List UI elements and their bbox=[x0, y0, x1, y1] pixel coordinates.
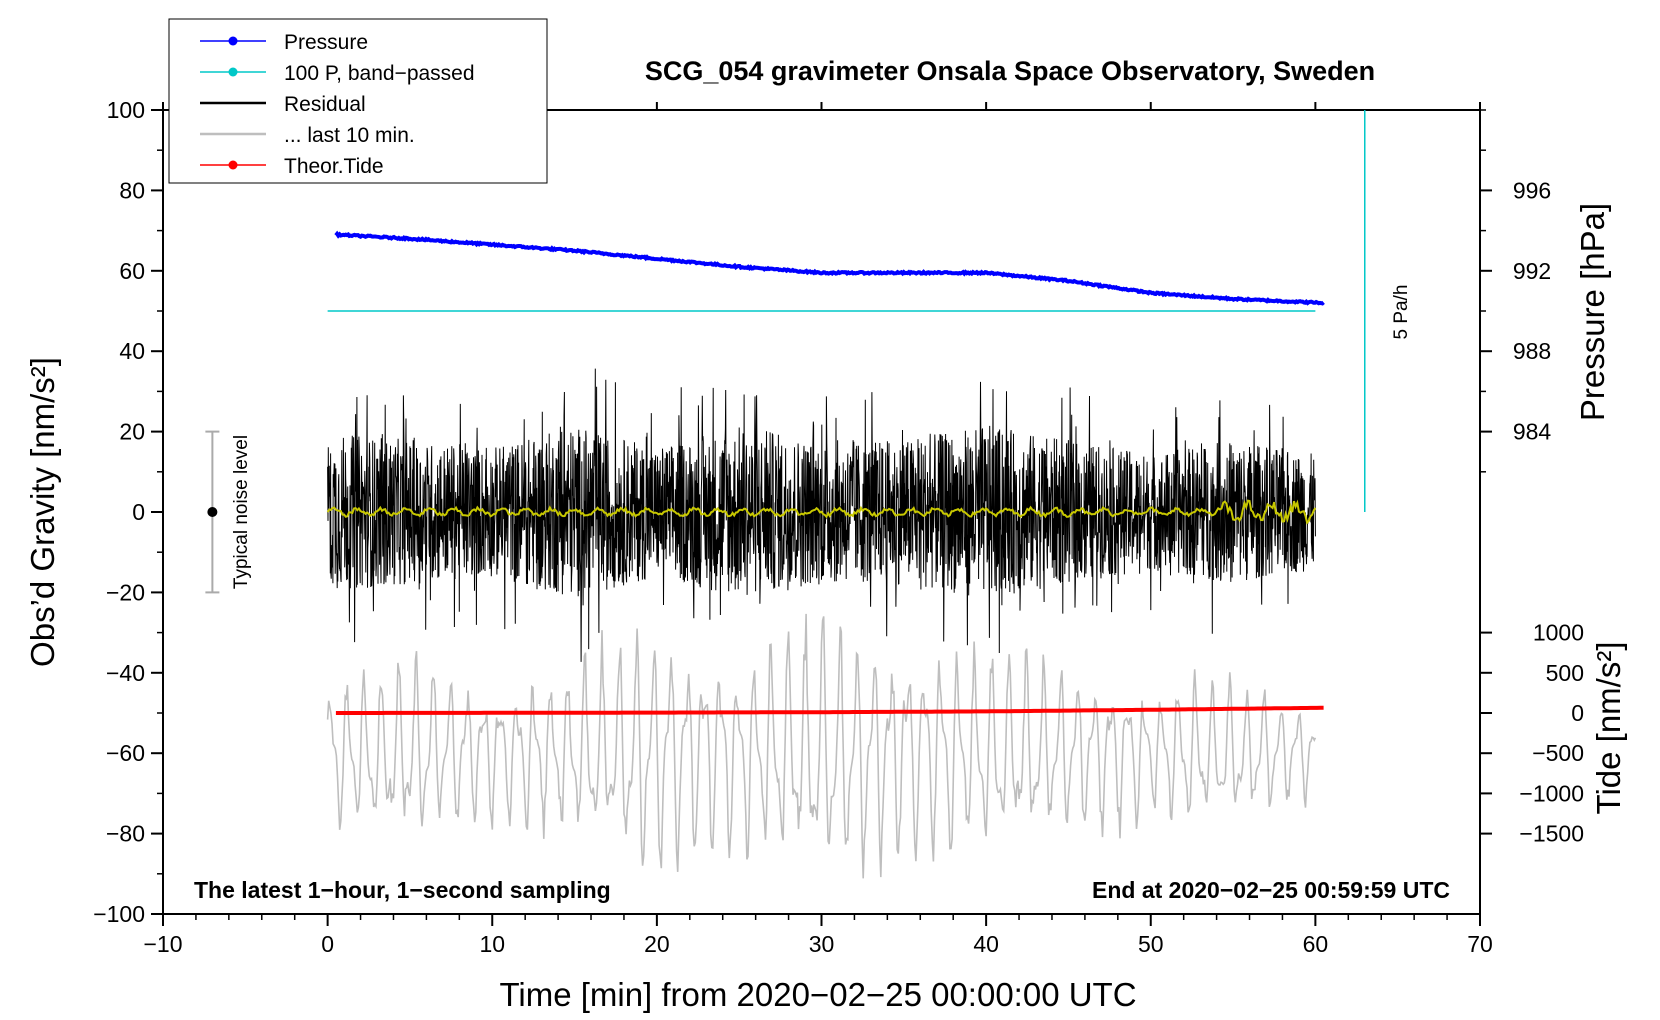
x-tick-label: 0 bbox=[321, 931, 334, 957]
y-tick-label: 40 bbox=[119, 338, 145, 364]
y-tick-label: −80 bbox=[106, 821, 145, 847]
legend-marker bbox=[228, 67, 238, 77]
annotation-end-time: End at 2020−02−25 00:59:59 UTC bbox=[1092, 877, 1450, 903]
noise-level-bar bbox=[205, 430, 220, 594]
series-last-10-min bbox=[326, 613, 1317, 879]
tide-tick-label: −1500 bbox=[1519, 821, 1584, 847]
y-axis-tide: −1500 −1000 −500 0 500 1000 bbox=[1480, 620, 1584, 847]
x-axis: −10 0 10 20 30 40 50 60 70 bbox=[143, 102, 1493, 957]
y-tick-label: 20 bbox=[119, 419, 145, 445]
legend-label: 100 P, band−passed bbox=[284, 62, 475, 85]
tide-tick-label: −500 bbox=[1532, 740, 1584, 766]
y-tick-label: 60 bbox=[119, 258, 145, 284]
legend-label: Theor.Tide bbox=[284, 155, 384, 178]
series-filtered bbox=[326, 499, 1317, 525]
tide-tick-label: 1000 bbox=[1533, 620, 1584, 646]
y-axis-pressure-title: Pressure [hPa] bbox=[1574, 203, 1611, 421]
x-tick-label: 60 bbox=[1303, 931, 1329, 957]
tide-tick-label: −1000 bbox=[1519, 780, 1584, 806]
x-tick-label: −10 bbox=[143, 931, 182, 957]
y-tick-label: 0 bbox=[132, 499, 145, 525]
pressure-tick-label: 992 bbox=[1513, 258, 1551, 284]
noise-level-label: Typical noise level bbox=[231, 435, 252, 589]
x-tick-label: 20 bbox=[644, 931, 670, 957]
legend-items: Pressure 100 P, band−passed Residual ... la… bbox=[200, 31, 475, 178]
chart-title: SCG_054 gravimeter Onsala Space Observat… bbox=[645, 56, 1375, 86]
series-theoretical-tide bbox=[335, 705, 1324, 715]
y-tick-label: −60 bbox=[106, 740, 145, 766]
y-tick-label: −100 bbox=[93, 901, 145, 927]
y-axis-tide-title: Tide [nm/s²] bbox=[1590, 642, 1627, 815]
y-tick-label: 80 bbox=[119, 177, 145, 203]
legend-label: Residual bbox=[284, 93, 366, 116]
y-tick-label: −40 bbox=[106, 660, 145, 686]
annotation-latest-hour: The latest 1−hour, 1−second sampling bbox=[194, 877, 611, 903]
y-tick-label: 100 bbox=[107, 97, 145, 123]
legend-label: ... last 10 min. bbox=[284, 124, 415, 147]
y-axis-left-title: Obs’d Gravity [nm/s²] bbox=[24, 357, 61, 667]
x-tick-label: 10 bbox=[479, 931, 505, 957]
x-tick-label: 30 bbox=[809, 931, 835, 957]
series-layer bbox=[326, 230, 1325, 879]
pressure-tick-label: 984 bbox=[1513, 419, 1552, 445]
legend-box bbox=[168, 18, 548, 184]
x-tick-label: 50 bbox=[1138, 931, 1164, 957]
series-pressure bbox=[334, 230, 1325, 306]
tide-tick-label: 0 bbox=[1571, 700, 1584, 726]
x-tick-label: 70 bbox=[1467, 931, 1493, 957]
pressure-rate-label: 5 Pa/h bbox=[1391, 285, 1412, 340]
y-tick-label: −20 bbox=[106, 579, 145, 605]
x-tick-label: 40 bbox=[973, 931, 999, 957]
noise-bar-dot bbox=[207, 507, 218, 517]
x-axis-title: Time [min] from 2020−02−25 00:00:00 UTC bbox=[499, 976, 1136, 1013]
legend: Pressure 100 P, band−passed Residual ... la… bbox=[168, 18, 548, 184]
tide-tick-label: 500 bbox=[1546, 660, 1584, 686]
legend-marker bbox=[228, 36, 238, 46]
y-axis-pressure: 984 988 992 996 bbox=[1480, 109, 1552, 473]
pressure-tick-label: 988 bbox=[1513, 338, 1551, 364]
legend-marker bbox=[228, 160, 238, 170]
series-residual bbox=[327, 368, 1316, 662]
pressure-tick-label: 996 bbox=[1513, 177, 1551, 203]
y-axis-left: −100 −80 −60 −40 −20 0 20 40 60 80 100 bbox=[93, 97, 163, 927]
legend-label: Pressure bbox=[284, 31, 368, 54]
